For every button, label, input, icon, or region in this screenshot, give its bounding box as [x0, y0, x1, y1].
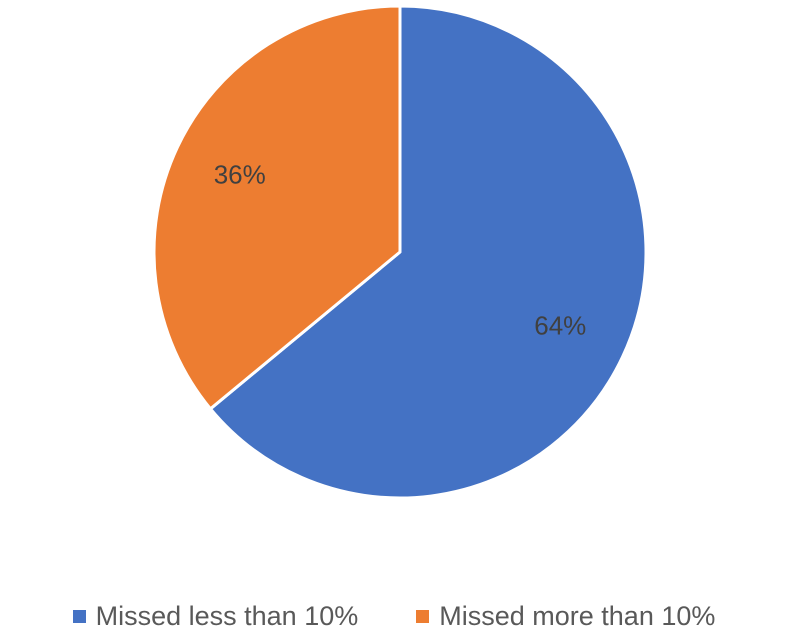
legend-swatch-missed-more: [416, 609, 430, 623]
legend-label-missed-more: Missed more than 10%: [439, 600, 716, 631]
data-label-missed-more: 36%: [214, 159, 266, 189]
legend-item-missed-more: Missed more than 10%: [416, 601, 715, 632]
pie-slice-missed-less: [208, 4, 648, 500]
data-label-missed-less: 64%: [534, 310, 586, 340]
legend-item-missed-less: Missed less than 10%: [72, 600, 359, 632]
pie-slice-missed-more: [152, 4, 402, 411]
pie-chart: 64% 36%: [152, 4, 648, 500]
legend: Missed less than 10% Missed more than 10…: [0, 596, 788, 636]
legend-swatch-missed-less: [72, 609, 86, 623]
legend-label-missed-less: Missed less than 10%: [95, 600, 359, 631]
